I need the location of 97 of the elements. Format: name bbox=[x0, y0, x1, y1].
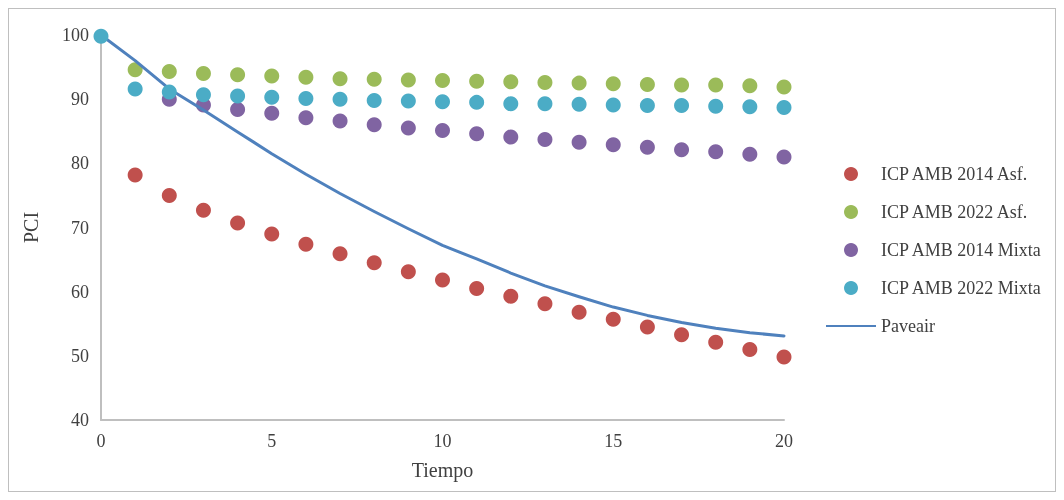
point bbox=[469, 73, 485, 89]
point bbox=[195, 202, 211, 218]
point bbox=[776, 100, 792, 115]
point bbox=[195, 66, 211, 81]
point bbox=[776, 79, 792, 95]
point bbox=[400, 72, 416, 88]
point bbox=[435, 73, 450, 89]
point bbox=[332, 246, 348, 262]
point bbox=[366, 92, 382, 108]
point bbox=[230, 67, 246, 83]
x-tick-label: 10 bbox=[433, 431, 452, 451]
point bbox=[400, 120, 416, 136]
point bbox=[571, 134, 587, 150]
point bbox=[264, 89, 280, 105]
point bbox=[127, 167, 143, 183]
point bbox=[674, 142, 690, 158]
legend-label: ICP AMB 2014 Asf. bbox=[881, 164, 1028, 184]
point bbox=[708, 77, 724, 93]
point bbox=[332, 113, 348, 129]
point bbox=[639, 76, 655, 92]
legend-label: ICP AMB 2022 Asf. bbox=[881, 202, 1028, 222]
point bbox=[605, 97, 621, 113]
point bbox=[161, 84, 177, 100]
point bbox=[776, 349, 792, 365]
y-tick-label: 50 bbox=[71, 345, 89, 366]
point bbox=[230, 215, 246, 231]
point bbox=[400, 93, 416, 109]
legend-label: Paveair bbox=[881, 316, 935, 336]
point bbox=[605, 76, 621, 92]
point bbox=[230, 101, 246, 117]
point bbox=[435, 272, 450, 288]
point bbox=[366, 117, 382, 133]
point bbox=[503, 96, 519, 112]
point bbox=[537, 296, 553, 312]
point bbox=[503, 74, 519, 90]
point bbox=[742, 341, 758, 357]
point bbox=[161, 187, 177, 203]
x-tick-label: 0 bbox=[96, 431, 106, 451]
point bbox=[605, 137, 621, 153]
point bbox=[674, 327, 690, 343]
point bbox=[332, 91, 348, 107]
point bbox=[674, 77, 690, 93]
point bbox=[708, 144, 724, 160]
point bbox=[605, 311, 621, 327]
x-tick-label: 5 bbox=[267, 431, 277, 451]
point bbox=[230, 88, 246, 104]
point bbox=[708, 334, 724, 350]
point bbox=[571, 96, 587, 112]
point bbox=[264, 68, 280, 84]
point bbox=[742, 99, 758, 115]
point bbox=[708, 98, 724, 114]
point bbox=[298, 69, 314, 85]
point bbox=[435, 123, 450, 139]
point bbox=[400, 264, 416, 280]
point bbox=[537, 96, 553, 112]
point bbox=[298, 236, 314, 252]
point bbox=[332, 71, 348, 87]
point bbox=[639, 98, 655, 114]
point bbox=[127, 81, 143, 97]
legend-label: ICP AMB 2022 Mixta bbox=[881, 278, 1041, 298]
point bbox=[93, 28, 109, 44]
y-tick-label: 100 bbox=[62, 25, 89, 45]
point bbox=[537, 74, 553, 90]
point bbox=[366, 255, 382, 271]
x-axis-title: Tiempo bbox=[411, 459, 474, 482]
legend-label: ICP AMB 2014 Mixta bbox=[881, 240, 1041, 260]
point bbox=[639, 139, 655, 155]
point bbox=[298, 91, 314, 107]
point bbox=[366, 71, 382, 87]
point bbox=[571, 304, 587, 320]
y-tick-label: 60 bbox=[71, 281, 89, 302]
point bbox=[127, 62, 143, 78]
point bbox=[435, 94, 450, 110]
y-tick-label: 80 bbox=[71, 153, 89, 174]
y-tick-label: 70 bbox=[71, 217, 89, 238]
point bbox=[469, 126, 485, 142]
point bbox=[195, 87, 211, 103]
x-tick-label: 15 bbox=[604, 431, 623, 451]
point bbox=[264, 105, 280, 121]
point bbox=[161, 64, 177, 80]
y-tick-label: 40 bbox=[71, 410, 89, 430]
point bbox=[503, 129, 519, 145]
point bbox=[742, 78, 758, 94]
point bbox=[776, 149, 792, 165]
point bbox=[264, 226, 280, 242]
point bbox=[742, 146, 758, 162]
x-tick-label: 20 bbox=[775, 431, 793, 451]
y-tick-label: 90 bbox=[71, 89, 89, 110]
y-axis-title: PCI bbox=[20, 211, 42, 244]
point bbox=[537, 132, 553, 148]
point bbox=[639, 319, 655, 335]
point bbox=[503, 288, 519, 304]
point bbox=[298, 110, 314, 126]
point bbox=[674, 98, 690, 114]
point bbox=[571, 75, 587, 91]
point bbox=[469, 94, 485, 110]
point bbox=[469, 280, 485, 296]
